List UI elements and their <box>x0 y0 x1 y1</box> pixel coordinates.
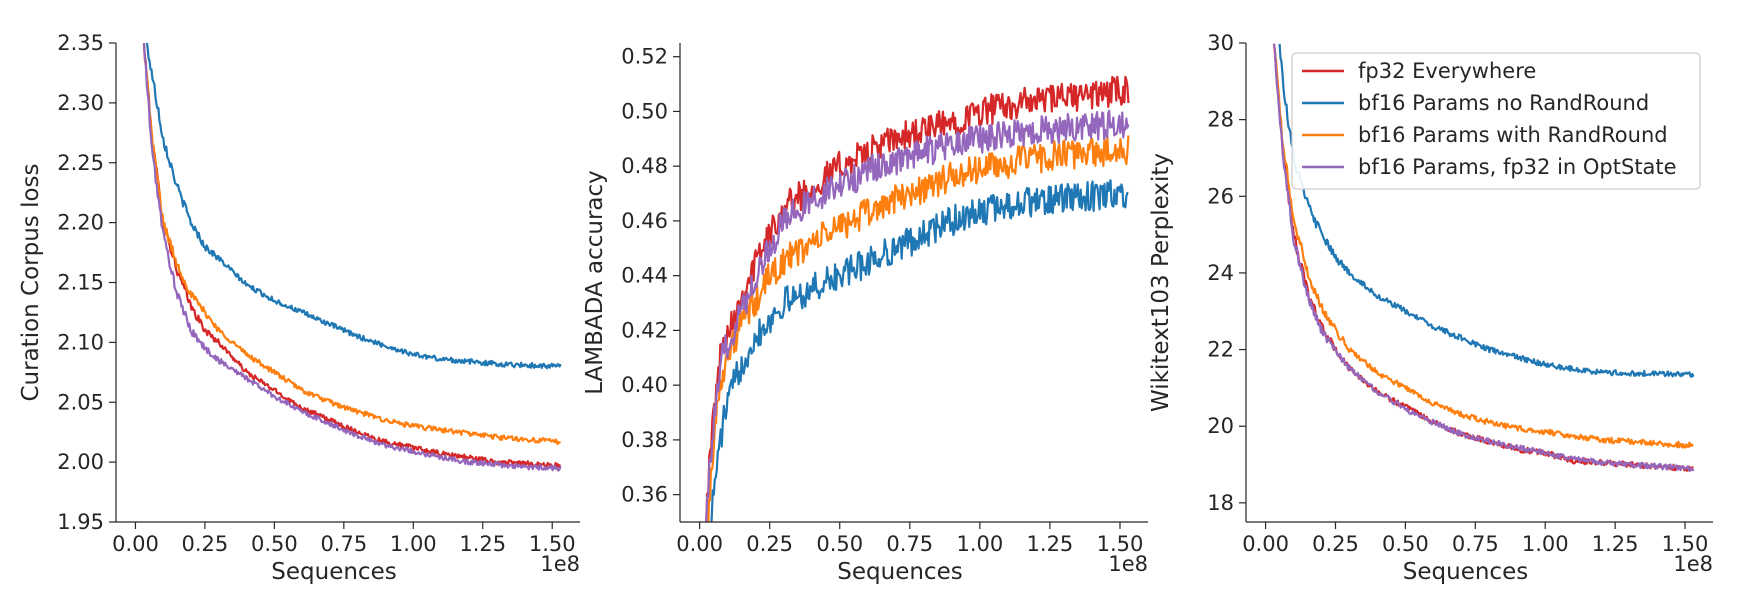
legend-box <box>1291 52 1701 190</box>
y-tick-label: 18 <box>1207 491 1234 515</box>
y-tick-label: 2.35 <box>57 31 104 55</box>
y-tick-label: 2.30 <box>57 91 104 115</box>
y-axis-label: Wikitext103 Perplexity <box>1148 153 1174 412</box>
x-tick-label: 1.00 <box>956 532 1003 556</box>
y-tick-label: 0.48 <box>621 154 668 178</box>
x-axis-label: Sequences <box>271 559 396 585</box>
y-tick-label: 30 <box>1207 31 1234 55</box>
x-axis-offset-label: 1e8 <box>1673 552 1713 576</box>
legend-entry-label: bf16 Params no RandRound <box>1358 91 1649 115</box>
x-tick-label: 0.50 <box>251 532 298 556</box>
y-tick-label: 28 <box>1207 108 1234 132</box>
x-tick-label: 1.00 <box>390 532 437 556</box>
x-tick-label: 1.50 <box>529 532 576 556</box>
x-tick-label: 0.25 <box>1312 532 1359 556</box>
y-tick-label: 0.38 <box>621 428 668 452</box>
chart-panel-3: 0.00 0.25 0.50 0.75 1.00 1.25 1.50 18 20 22 24 26 28… <box>1148 31 1713 585</box>
x-tick-label: 0.00 <box>676 532 723 556</box>
series-line-bf16-params-with-randround <box>142 43 561 446</box>
x-tick-label: 0.50 <box>1382 532 1429 556</box>
y-tick-label: 26 <box>1207 184 1234 208</box>
x-tick-label: 1.25 <box>1027 532 1074 556</box>
series-line-bf16-params-no-randround <box>1278 43 1695 378</box>
x-axis-label: Sequences <box>1403 559 1528 585</box>
y-tick-label: 24 <box>1207 261 1234 285</box>
x-tick-label: 0.75 <box>886 532 933 556</box>
chart-panel-1: 0.00 0.25 0.50 0.75 1.00 1.25 1.50 1.95 2.00 2.05… <box>18 31 580 585</box>
x-tick-label: 1.50 <box>1662 532 1709 556</box>
y-tick-label: 0.36 <box>621 483 668 507</box>
y-tick-label: 1.95 <box>57 510 104 534</box>
y-tick-label: 2.15 <box>57 271 104 295</box>
x-tick-label: 0.50 <box>816 532 863 556</box>
chart-panel-2: 0.00 0.25 0.50 0.75 1.00 1.25 1.50 0.36 0.38 0.40… <box>582 43 1148 585</box>
y-tick-label: 2.25 <box>57 151 104 175</box>
y-tick-label: 2.05 <box>57 390 104 414</box>
x-tick-label: 0.00 <box>1242 532 1289 556</box>
x-axis-offset-label: 1e8 <box>540 552 580 576</box>
series-line-bf16-params-fp32-in-optstate <box>1272 43 1695 472</box>
y-tick-label: 2.20 <box>57 211 104 235</box>
y-tick-label: 22 <box>1207 338 1234 362</box>
y-tick-label: 0.44 <box>621 264 668 288</box>
series-line-fp32-everywhere <box>142 43 562 469</box>
y-tick-label: 0.46 <box>621 209 668 233</box>
series-line-bf16-params-no-randround <box>145 43 562 370</box>
legend: fp32 Everywhere bf16 Params no RandRound b… <box>1291 52 1701 190</box>
legend-entry-label: fp32 Everywhere <box>1358 59 1536 83</box>
x-axis-offset-label: 1e8 <box>1108 552 1148 576</box>
series-line-bf16-params-fp32-in-optstate <box>705 109 1130 522</box>
x-tick-label: 0.00 <box>112 532 159 556</box>
x-tick-label: 1.25 <box>1592 532 1639 556</box>
y-axis-label: Curation Corpus loss <box>18 163 44 401</box>
series-line-bf16-params-no-randround <box>710 179 1129 522</box>
y-tick-label: 0.52 <box>621 45 668 69</box>
x-tick-label: 1.25 <box>459 532 506 556</box>
series-line-bf16-params-fp32-in-optstate <box>142 43 562 472</box>
series-line-bf16-params-with-randround <box>1272 43 1694 449</box>
y-tick-label: 0.50 <box>621 99 668 123</box>
legend-entry-label: bf16 Params with RandRound <box>1358 123 1668 147</box>
y-tick-label: 20 <box>1207 414 1234 438</box>
x-tick-label: 1.00 <box>1522 532 1569 556</box>
x-tick-label: 1.50 <box>1097 532 1144 556</box>
y-axis-label: LAMBADA accuracy <box>582 170 608 395</box>
x-tick-label: 0.75 <box>1452 532 1499 556</box>
x-axis-label: Sequences <box>837 559 962 585</box>
y-tick-label: 2.00 <box>57 450 104 474</box>
y-tick-label: 0.42 <box>621 318 668 342</box>
y-tick-label: 0.40 <box>621 373 668 397</box>
x-tick-label: 0.75 <box>320 532 367 556</box>
legend-entry-label: bf16 Params, fp32 in OptState <box>1358 155 1677 179</box>
series-line-bf16-params-with-randround <box>707 135 1130 522</box>
y-tick-label: 2.10 <box>57 330 104 354</box>
x-tick-label: 0.25 <box>182 532 229 556</box>
x-tick-label: 0.25 <box>746 532 793 556</box>
